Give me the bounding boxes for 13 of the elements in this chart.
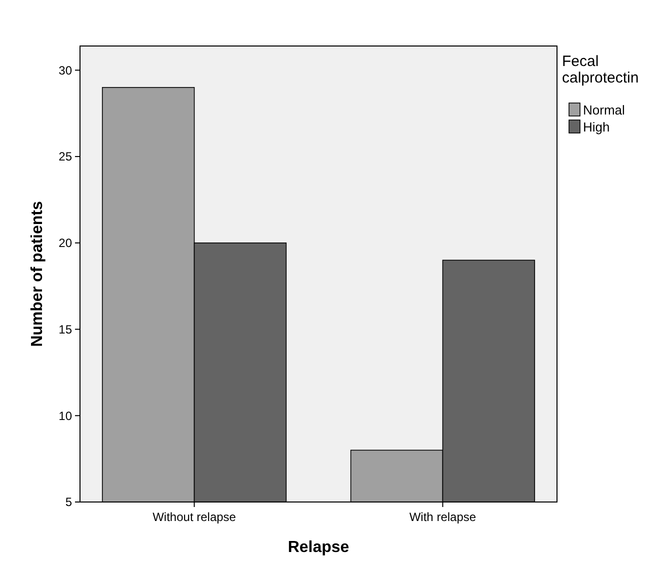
y-tick-label: 5 [65,495,72,510]
x-tick-label: With relapse [409,510,476,524]
y-tick-label: 15 [58,322,72,336]
y-axis-title: Number of patients [29,201,46,347]
legend-title: Fecal calprotectin [562,53,639,86]
legend-label: High [583,120,610,135]
x-axis-title: Relapse [288,539,350,556]
y-tick-label: 25 [58,150,72,164]
x-tick-label: Without relapse [152,510,236,524]
y-tick-label: 20 [58,236,72,250]
legend-label: Normal [583,102,626,118]
y-tick-label: 30 [58,63,72,78]
y-tick-label: 10 [58,408,72,423]
